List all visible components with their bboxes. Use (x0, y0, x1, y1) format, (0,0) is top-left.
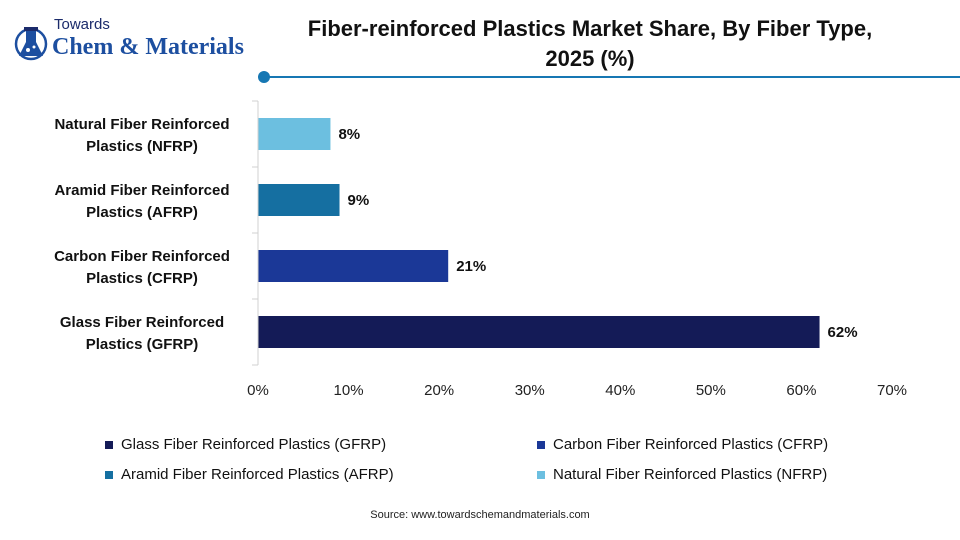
legend-label: Glass Fiber Reinforced Plastics (GFRP) (121, 436, 387, 453)
x-tick-label-5: 50% (696, 382, 726, 399)
category-labels: Natural Fiber Reinforced Plastics (NFRP) A… (54, 116, 230, 353)
source-note: Source: www.towardschemandmaterials.com (370, 509, 590, 521)
data-labels: 8% 9% 21% 62% (338, 126, 857, 341)
category-label-line: Glass Fiber Reinforced (60, 314, 224, 331)
category-label-line: Plastics (CFRP) (86, 270, 198, 287)
chart-title: Fiber-reinforced Plastics Market Share, … (270, 14, 910, 74)
x-tick-label-2: 20% (424, 382, 454, 399)
logo-text-chem-materials: Chem & Materials (52, 34, 244, 60)
chart-title-line1: Fiber-reinforced Plastics Market Share, … (307, 16, 873, 41)
legend-label: Natural Fiber Reinforced Plastics (NFRP) (553, 466, 828, 483)
legend-item-2: Aramid Fiber Reinforced Plastics (AFRP) (105, 466, 394, 483)
x-tick-label-0: 0% (247, 382, 269, 399)
bar-0 (258, 118, 331, 150)
axis (252, 100, 259, 366)
bar-3 (258, 316, 820, 348)
legend-label: Aramid Fiber Reinforced Plastics (AFRP) (121, 466, 394, 483)
data-label-0: 8% (338, 126, 360, 143)
chart-title-line2: 2025 (%) (545, 46, 635, 71)
x-tick-labels: 0% 10% 20% 30% 40% 50% 60% 70% (247, 382, 907, 399)
legend-swatch (105, 440, 113, 449)
x-tick-label-7: 70% (877, 382, 907, 399)
data-label-2: 21% (456, 258, 486, 275)
legend-swatch (537, 440, 545, 449)
brand-logo: Towards Chem & Materials (14, 16, 254, 72)
x-tick-label-6: 60% (786, 382, 816, 399)
data-label-1: 9% (348, 192, 370, 209)
category-label-2: Carbon Fiber Reinforced Plastics (CFRP) (54, 248, 230, 287)
legend-item-1: Carbon Fiber Reinforced Plastics (CFRP) (537, 436, 828, 453)
legend-swatch (537, 470, 545, 479)
category-label-line: Natural Fiber Reinforced (54, 116, 229, 133)
bars (258, 118, 820, 348)
category-label-line: Plastics (AFRP) (86, 204, 198, 221)
legend-swatch (105, 470, 113, 479)
title-rule (264, 76, 960, 78)
category-label-3: Glass Fiber Reinforced Plastics (GFRP) (60, 314, 224, 353)
flask-icon (14, 27, 48, 61)
category-label-line: Carbon Fiber Reinforced (54, 248, 230, 265)
category-label-line: Plastics (NFRP) (86, 138, 198, 155)
legend-item-0: Glass Fiber Reinforced Plastics (GFRP) (105, 436, 386, 453)
legend-label: Carbon Fiber Reinforced Plastics (CFRP) (553, 436, 829, 453)
data-label-3: 62% (828, 324, 858, 341)
legend-item-3: Natural Fiber Reinforced Plastics (NFRP) (537, 466, 827, 483)
category-label-0: Natural Fiber Reinforced Plastics (NFRP) (54, 116, 229, 155)
logo-text-towards: Towards (54, 16, 110, 33)
bar-1 (258, 184, 340, 216)
category-label-line: Plastics (GFRP) (86, 336, 199, 353)
category-label-1: Aramid Fiber Reinforced Plastics (AFRP) (54, 182, 229, 221)
x-tick-label-4: 40% (605, 382, 635, 399)
x-tick-label-1: 10% (334, 382, 364, 399)
category-label-line: Aramid Fiber Reinforced (54, 182, 229, 199)
bar-chart: Natural Fiber Reinforced Plastics (NFRP) A… (54, 100, 907, 399)
bar-2 (258, 250, 449, 282)
x-tick-label-3: 30% (515, 382, 545, 399)
